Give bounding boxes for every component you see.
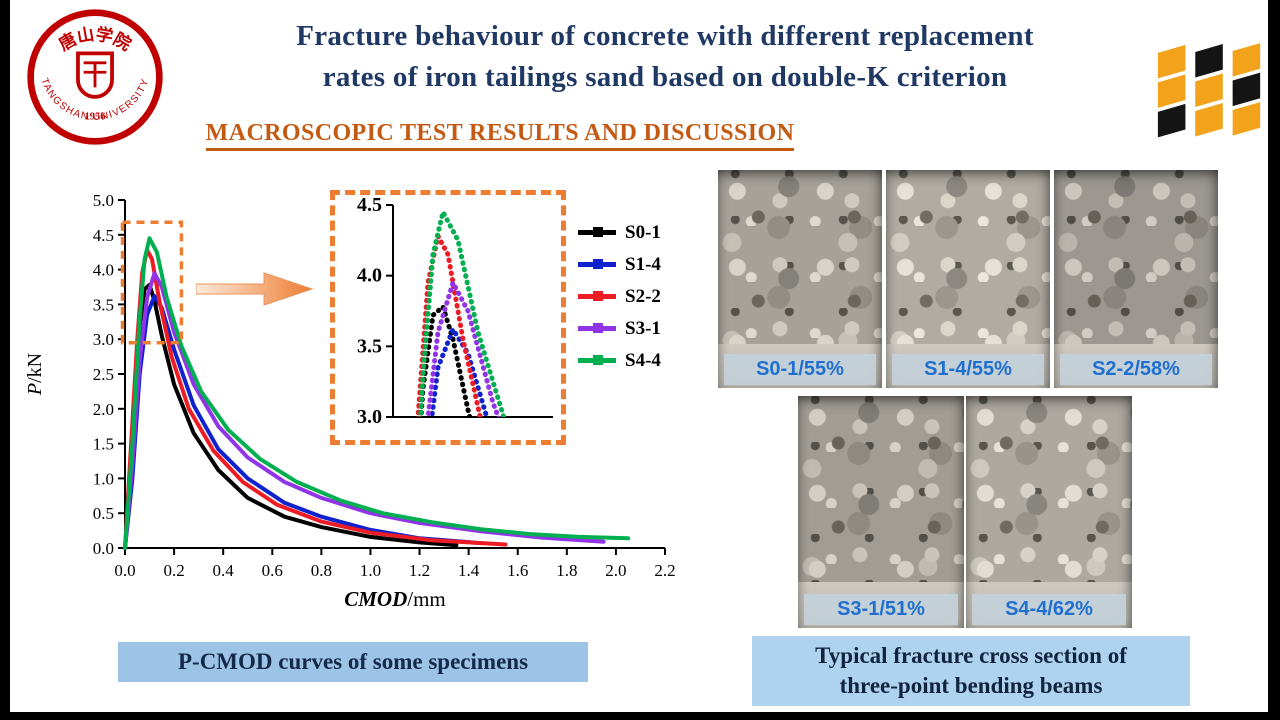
photo-label: S3-1/51% [804, 594, 958, 625]
legend-swatch [578, 227, 616, 237]
title-line-2: rates of iron tailings sand based on dou… [322, 61, 1008, 94]
y-tick-label: 4.5 [357, 195, 382, 216]
legend-swatch [578, 291, 616, 301]
legend-swatch [578, 355, 616, 365]
y-tick-label: 3.5 [93, 295, 114, 314]
fracture-photo-S4-4: S4-4/62% [966, 396, 1132, 628]
x-tick-label: 0.4 [213, 561, 235, 580]
x-tick-label: 0.6 [262, 561, 283, 580]
x-tick-label: 2.2 [654, 561, 675, 580]
y-tick-label: 2.5 [93, 365, 114, 384]
fracture-surface [1054, 170, 1218, 345]
legend-label: S2-2 [625, 285, 661, 307]
y-tick-label: 5.0 [93, 191, 114, 210]
chart-caption: P-CMOD curves of some specimens [118, 642, 588, 682]
seal-year: 1956 [85, 112, 106, 123]
series-S3-1 [123, 271, 606, 550]
fracture-surface [798, 396, 964, 582]
photo-label: S4-4/62% [972, 594, 1126, 625]
y-tick-label: 4.0 [93, 261, 114, 280]
zoom-arrow-icon [196, 272, 314, 306]
university-seal-logo: 唐山学院 TANGSHAN UNIVERSITY 1956 [27, 9, 163, 145]
legend-item-S3-1: S3-1 [578, 318, 661, 339]
university-emblem [1157, 43, 1261, 138]
photo-label: S1-4/55% [892, 354, 1044, 385]
fracture-surface [886, 170, 1050, 345]
y-tick-label: 1.0 [93, 469, 114, 488]
x-tick-label: 0.2 [163, 561, 184, 580]
x-tick-label: 1.4 [458, 561, 480, 580]
section-heading: MACROSCOPIC TEST RESULTS AND DISCUSSION [205, 120, 795, 151]
right-black-bar [1268, 0, 1280, 720]
y-tick-label: 0.0 [93, 539, 114, 558]
legend-item-S2-2: S2-2 [578, 286, 661, 307]
x-tick-label: 0.0 [114, 561, 135, 580]
p-cmod-chart-svg: 0.0 0.5 1.0 1.5 2.0 2.5 3.0 3.5 4.0 4.5 5.0 0.0 0.2 0… [24, 191, 676, 611]
fracture-surface [718, 170, 882, 345]
legend-label: S1-4 [625, 253, 661, 275]
x-tick-label: 1.0 [360, 561, 381, 580]
title-line-1: Fracture behaviour of concrete with diff… [296, 20, 1034, 52]
zoom-region-box [120, 220, 184, 345]
chart-inset-svg: 3.0 3.5 4.0 4.5 [357, 194, 553, 428]
y-tick-label: 1.5 [93, 435, 114, 454]
chart-inset-zoom: 3.0 3.5 4.0 4.5 [330, 190, 566, 445]
photos-caption-line-2: three-point bending beams [839, 673, 1103, 698]
y-axis-label: P/kN [24, 353, 46, 396]
photos-caption-line-1: Typical fracture cross section of [815, 643, 1127, 669]
legend-swatch [578, 259, 616, 269]
x-axis-label: CMOD/mm [344, 587, 446, 611]
legend-item-S1-4: S1-4 [578, 254, 661, 275]
p-cmod-chart: 0.0 0.5 1.0 1.5 2.0 2.5 3.0 3.5 4.0 4.5 5.0 0.0 0.2 0… [15, 186, 705, 638]
y-tick-label: 4.0 [357, 265, 382, 287]
fracture-surface [966, 396, 1132, 582]
legend-label: S3-1 [625, 317, 661, 339]
legend-item-S4-4: S4-4 [578, 350, 661, 371]
series-S3-1 [425, 280, 501, 417]
legend-item-S0-1: S0-1 [578, 222, 661, 243]
fracture-photo-S0-1: S0-1/55% [718, 170, 882, 388]
series-S4-4 [123, 236, 631, 550]
x-tick-label: 1.8 [556, 561, 577, 580]
x-tick-label: 0.8 [311, 561, 332, 580]
x-tick-label: 2.0 [605, 561, 626, 580]
slide-title: Fracture behaviour of concrete with diff… [190, 16, 1140, 98]
legend-label: S0-1 [625, 221, 661, 243]
legend-label: S4-4 [625, 349, 661, 371]
photo-label: S2-2/58% [1060, 354, 1212, 385]
legend-swatch [578, 323, 616, 333]
bottom-black-bar [0, 712, 1280, 720]
fracture-photo-S2-2: S2-2/58% [1054, 170, 1218, 388]
series-S4-4 [417, 209, 507, 417]
y-tick-label: 4.5 [93, 226, 114, 245]
seal-emblem-glyph [76, 51, 114, 99]
series-S2-2 [415, 233, 483, 417]
x-tick-label: 1.2 [409, 561, 430, 580]
left-black-bar [0, 0, 10, 720]
photo-label: S0-1/55% [724, 354, 876, 385]
y-tick-label: 0.5 [93, 504, 114, 523]
fracture-photo-S1-4: S1-4/55% [886, 170, 1050, 388]
fracture-photo-S3-1: S3-1/51% [798, 396, 964, 628]
y-tick-label: 3.5 [357, 335, 382, 357]
chart-legend: S0-1 S1-4 S2-2 S3-1 S4-4 [578, 222, 661, 371]
y-tick-label: 3.0 [93, 330, 114, 349]
y-tick-label: 2.0 [93, 400, 114, 419]
photos-caption: Typical fracture cross section of three-… [752, 636, 1190, 706]
y-tick-label: 3.0 [357, 406, 382, 428]
x-tick-label: 1.6 [507, 561, 528, 580]
